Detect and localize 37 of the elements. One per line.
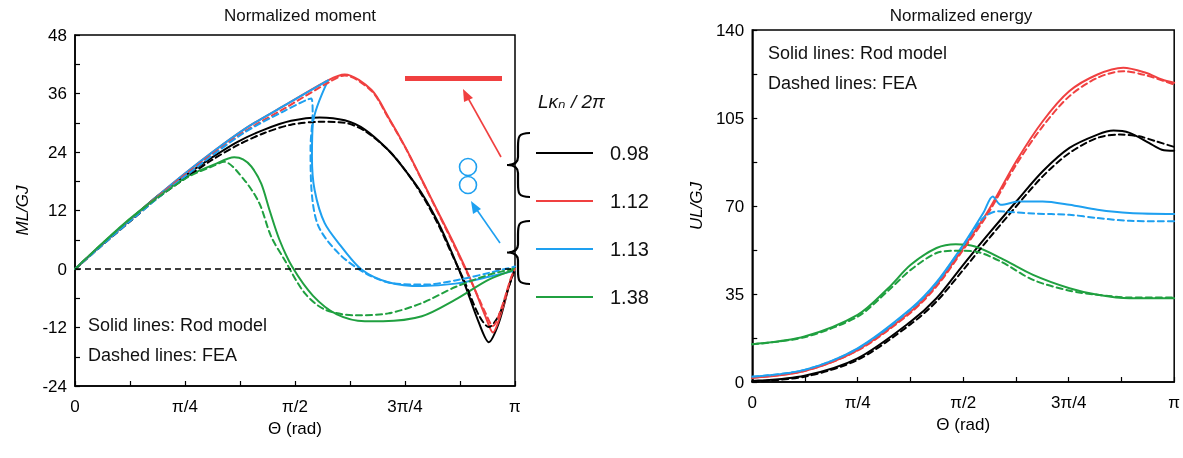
- y-tick-label: 24: [48, 142, 67, 162]
- legend-label: 1.38: [610, 286, 649, 308]
- x-axis-title: Θ (rad): [936, 415, 991, 434]
- legend-label: 1.12: [610, 190, 649, 212]
- legend-label: 0.98: [610, 142, 649, 164]
- y-tick-label: 12: [48, 201, 67, 220]
- legend-label: 1.13: [610, 238, 649, 260]
- y-tick-label: -12: [42, 318, 67, 337]
- y-tick-label: 35: [725, 284, 745, 304]
- x-tick-label: 0: [747, 393, 757, 412]
- x-axis-title: Θ (rad): [268, 419, 322, 438]
- y-tick-label: -24: [42, 376, 67, 396]
- x-tick-label: π: [509, 397, 521, 416]
- chart-title: Normalized energy: [889, 6, 1033, 25]
- annotation: Dashed lines: FEA: [768, 73, 918, 93]
- y-tick-label: 0: [734, 372, 745, 392]
- y-tick-label: 105: [715, 108, 745, 128]
- x-tick-label: π: [1168, 393, 1180, 412]
- annotation: Solid lines: Rod model: [768, 43, 948, 63]
- legend-title: Lκₙ / 2π: [538, 91, 607, 112]
- x-tick-label: π/4: [172, 397, 198, 416]
- x-tick-label: 3π/4: [387, 397, 423, 416]
- x-tick-label: π/2: [282, 397, 308, 416]
- y-tick-label: 0: [57, 259, 67, 279]
- chart-title: Normalized moment: [223, 6, 377, 25]
- x-tick-label: 3π/4: [1050, 393, 1087, 412]
- y-tick-label: 36: [48, 84, 67, 103]
- annotation: Dashed lines: FEA: [88, 345, 238, 365]
- y-axis-title: UL/GJ: [687, 181, 706, 231]
- x-tick-label: 0: [70, 397, 80, 416]
- x-tick-label: π/4: [844, 393, 871, 412]
- x-tick-label: π/2: [950, 393, 977, 412]
- y-tick-label: 140: [715, 20, 745, 40]
- annotation: Solid lines: Rod model: [88, 315, 268, 335]
- y-axis-title: ML/GJ: [13, 184, 32, 236]
- y-tick-label: 70: [725, 196, 745, 216]
- y-tick-label: 48: [48, 25, 67, 45]
